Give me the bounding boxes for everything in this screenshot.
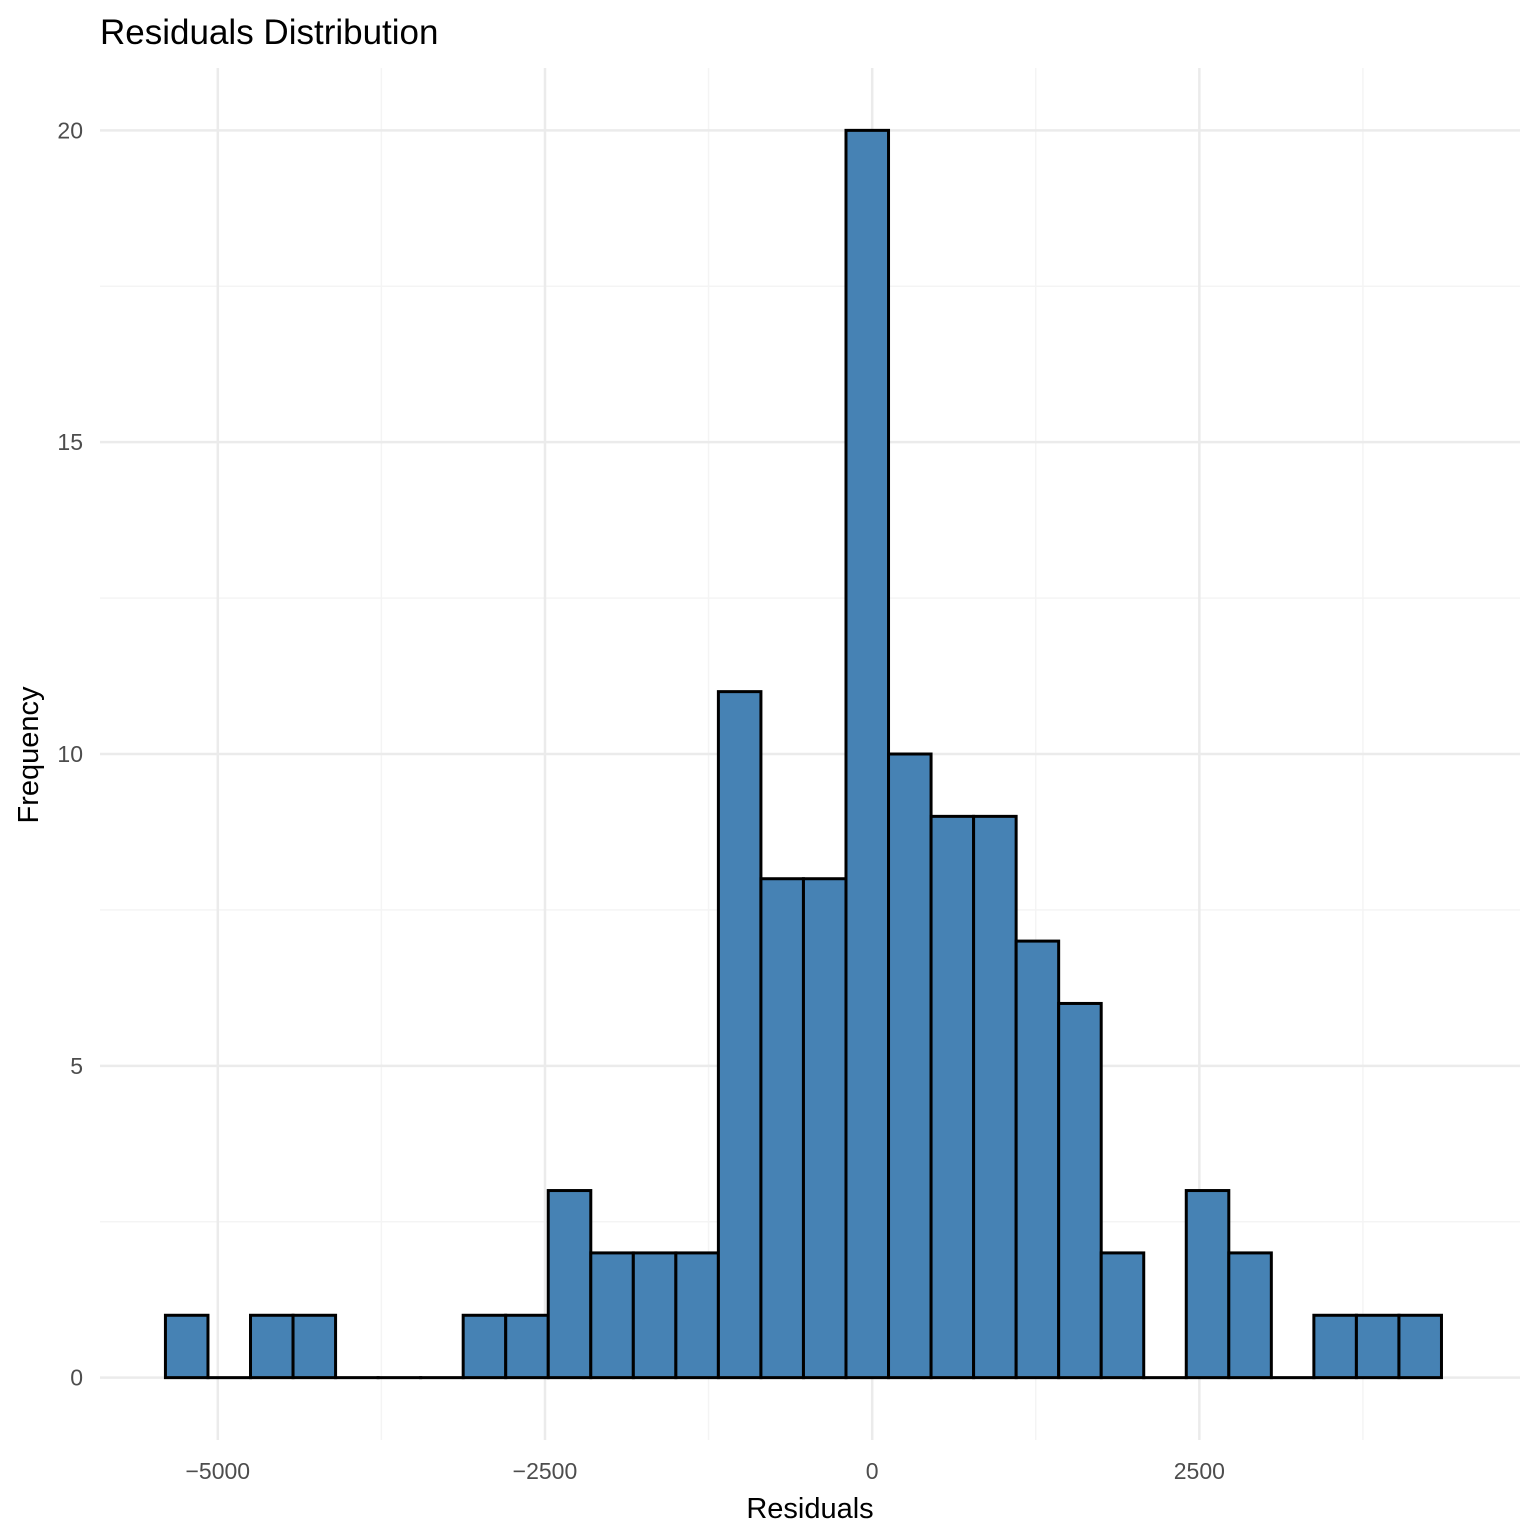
histogram-bar (1014, 939, 1061, 1380)
x-axis-title: Residuals (746, 1493, 873, 1525)
chart-title: Residuals Distribution (100, 13, 438, 52)
histogram-bar (1099, 1251, 1146, 1380)
x-tick-label: 0 (866, 1458, 879, 1484)
histogram-bar (844, 128, 891, 1380)
x-tick-label: −2500 (513, 1458, 578, 1484)
y-axis-title: Frequency (13, 686, 45, 824)
histogram-bar (801, 877, 848, 1380)
y-tick-label: 15 (57, 429, 83, 455)
y-tick-label: 10 (57, 741, 83, 767)
histogram-bar (1397, 1313, 1443, 1380)
histogram-bar (1354, 1313, 1401, 1380)
y-tick-label: 0 (70, 1365, 83, 1391)
x-tick-label: −5000 (185, 1458, 250, 1484)
histogram-bar (1227, 1251, 1273, 1380)
histogram-bar (929, 814, 976, 1380)
histogram-bar (1057, 1001, 1103, 1380)
x-axis-tick-labels: −5000 −2500 0 2500 (185, 1458, 1224, 1484)
histogram-bars (163, 128, 1443, 1380)
histogram-bar (631, 1251, 678, 1380)
histogram-bar (1312, 1313, 1358, 1380)
histogram-bar (546, 1189, 593, 1380)
histogram-bar (461, 1313, 508, 1380)
histogram-bar (716, 690, 763, 1380)
histogram-bar (674, 1251, 720, 1380)
y-tick-label: 5 (70, 1053, 83, 1079)
histogram-bar (972, 814, 1018, 1380)
histogram-bar (1184, 1189, 1231, 1380)
histogram-bar (759, 877, 805, 1380)
histogram-bar (589, 1251, 635, 1380)
x-tick-label: 2500 (1174, 1458, 1225, 1484)
histogram-bar (163, 1313, 210, 1380)
histogram-bar (249, 1313, 295, 1380)
histogram-bar (504, 1313, 550, 1380)
y-tick-label: 20 (57, 117, 83, 143)
histogram-bar (887, 752, 933, 1380)
y-axis-tick-labels: 0 5 10 15 20 (57, 117, 83, 1390)
histogram-bar (291, 1313, 338, 1380)
